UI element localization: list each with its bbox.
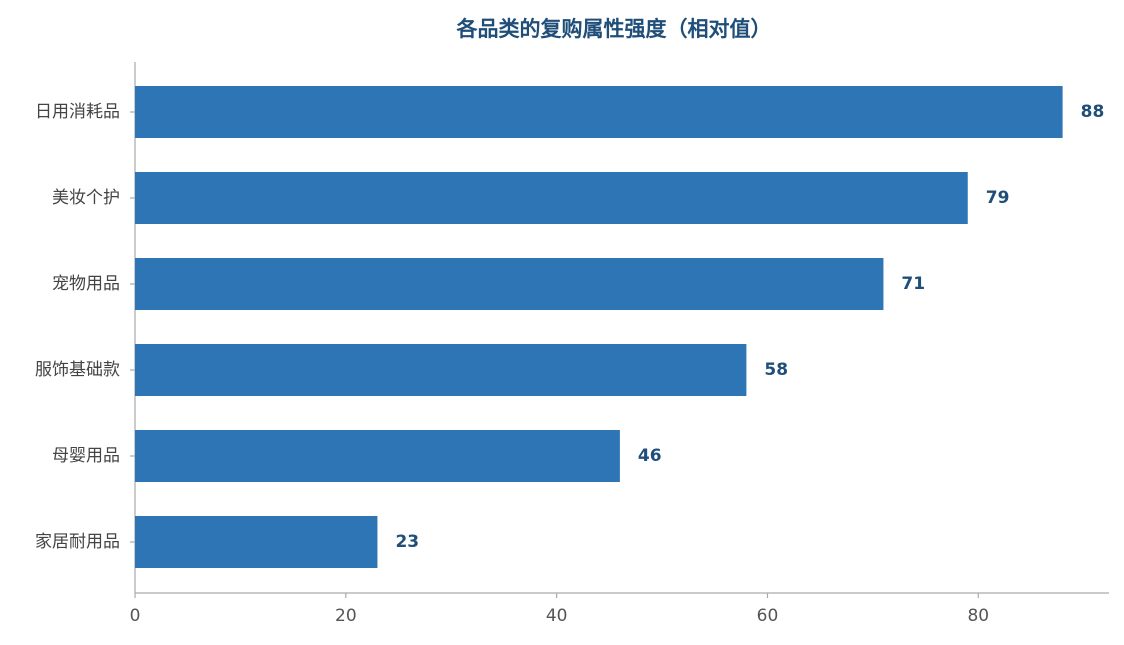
y-tick-label: 服饰基础款: [35, 360, 120, 380]
x-tick-label: 40: [546, 606, 568, 626]
value-label: 46: [638, 446, 662, 466]
x-tick-label: 0: [130, 606, 141, 626]
y-tick-label: 家居耐用品: [35, 532, 120, 552]
bar: [135, 516, 378, 568]
x-tick-label: 20: [335, 606, 357, 626]
bar: [135, 86, 1063, 138]
value-label: 71: [901, 274, 925, 294]
bar: [135, 430, 620, 482]
value-label: 88: [1081, 102, 1105, 122]
value-label: 58: [764, 360, 788, 380]
value-label: 23: [395, 532, 419, 552]
bar: [135, 344, 747, 396]
y-tick-label: 日用消耗品: [35, 102, 120, 122]
chart-title: 各品类的复购属性强度（相对值）: [456, 17, 772, 41]
value-label: 79: [986, 188, 1010, 208]
y-tick-label: 美妆个护: [52, 188, 120, 208]
bar: [135, 172, 968, 224]
y-tick-label: 宠物用品: [52, 274, 120, 294]
y-tick-label: 母婴用品: [52, 446, 120, 466]
x-tick-label: 80: [967, 606, 989, 626]
bar: [135, 258, 884, 310]
x-tick-label: 60: [757, 606, 779, 626]
